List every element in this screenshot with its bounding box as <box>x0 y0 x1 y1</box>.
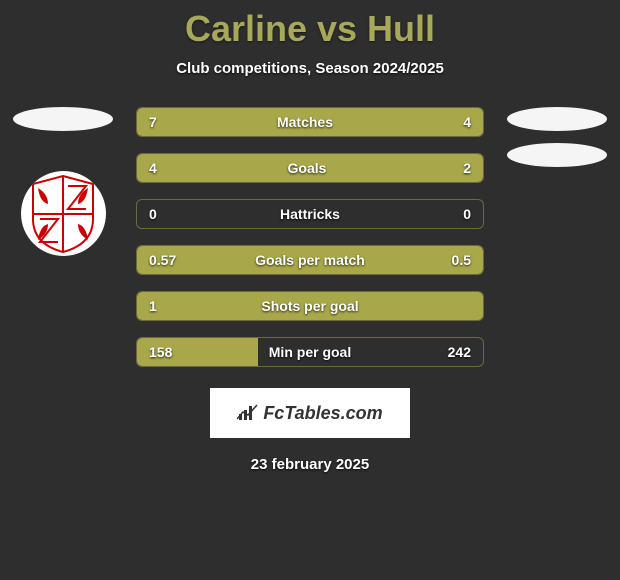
stat-right-value: 242 <box>448 344 471 360</box>
left-player-col <box>8 107 118 383</box>
stat-right-value: 2 <box>463 160 471 176</box>
right-club-logo <box>507 143 607 167</box>
left-player-avatar <box>13 107 113 131</box>
brand-box[interactable]: FcTables.com <box>210 388 410 438</box>
stat-right-value: 0 <box>463 206 471 222</box>
right-player-col <box>502 107 612 383</box>
chart-icon <box>237 404 259 422</box>
stat-right-value: 4 <box>463 114 471 130</box>
stat-right-value: 0.5 <box>452 252 471 268</box>
stat-fill-left <box>137 154 365 182</box>
stat-row: 158 Min per goal 242 <box>136 337 484 367</box>
stats-column: 7 Matches 4 4 Goals 2 0 Hattricks 0 0.57 Goals per… <box>118 107 502 383</box>
brand-label: FcTables.com <box>237 403 382 424</box>
stat-row: 4 Goals 2 <box>136 153 484 183</box>
subtitle: Club competitions, Season 2024/2025 <box>0 60 620 77</box>
stat-left-value: 0 <box>149 206 157 222</box>
stat-left-value: 4 <box>149 160 157 176</box>
stat-left-value: 1 <box>149 298 157 314</box>
date-label: 23 february 2025 <box>0 456 620 473</box>
shield-icon <box>28 174 98 254</box>
stat-row: 0 Hattricks 0 <box>136 199 484 229</box>
stat-label: Min per goal <box>269 344 351 360</box>
stat-row: 1 Shots per goal <box>136 291 484 321</box>
right-player-avatar <box>507 107 607 131</box>
left-club-logo <box>21 171 106 256</box>
stat-label: Goals <box>288 160 327 176</box>
stat-left-value: 158 <box>149 344 172 360</box>
stat-row: 7 Matches 4 <box>136 107 484 137</box>
stat-label: Matches <box>277 114 333 130</box>
stat-label: Shots per goal <box>261 298 358 314</box>
stat-label: Goals per match <box>255 252 365 268</box>
stat-label: Hattricks <box>280 206 340 222</box>
stat-left-value: 0.57 <box>149 252 176 268</box>
comparison-layout: 7 Matches 4 4 Goals 2 0 Hattricks 0 0.57 Goals per… <box>0 107 620 383</box>
page-title: Carline vs Hull <box>0 0 620 50</box>
stat-left-value: 7 <box>149 114 157 130</box>
stat-row: 0.57 Goals per match 0.5 <box>136 245 484 275</box>
